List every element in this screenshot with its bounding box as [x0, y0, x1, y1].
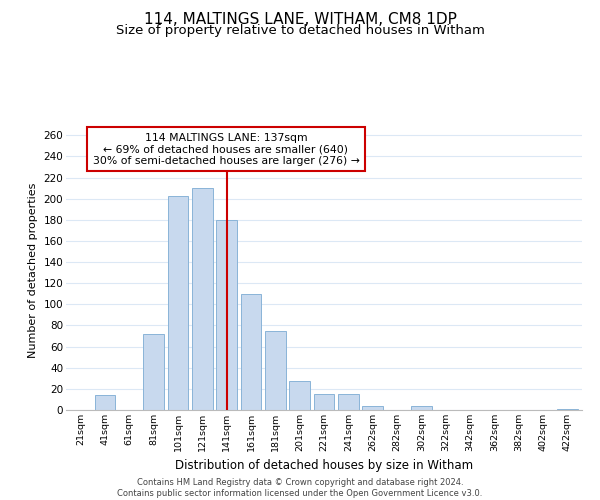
- Bar: [143, 334, 164, 410]
- Bar: [557, 409, 578, 410]
- Y-axis label: Number of detached properties: Number of detached properties: [28, 182, 38, 358]
- Bar: [289, 382, 310, 410]
- Bar: [95, 395, 115, 410]
- Text: 114, MALTINGS LANE, WITHAM, CM8 1DP: 114, MALTINGS LANE, WITHAM, CM8 1DP: [143, 12, 457, 28]
- Bar: [241, 294, 262, 410]
- X-axis label: Distribution of detached houses by size in Witham: Distribution of detached houses by size …: [175, 460, 473, 472]
- Text: Contains HM Land Registry data © Crown copyright and database right 2024.
Contai: Contains HM Land Registry data © Crown c…: [118, 478, 482, 498]
- Bar: [265, 331, 286, 410]
- Bar: [192, 188, 212, 410]
- Text: Size of property relative to detached houses in Witham: Size of property relative to detached ho…: [116, 24, 484, 37]
- Bar: [216, 220, 237, 410]
- Bar: [362, 406, 383, 410]
- Text: 114 MALTINGS LANE: 137sqm
← 69% of detached houses are smaller (640)
30% of semi: 114 MALTINGS LANE: 137sqm ← 69% of detac…: [92, 133, 359, 166]
- Bar: [314, 394, 334, 410]
- Bar: [167, 196, 188, 410]
- Bar: [338, 394, 359, 410]
- Bar: [411, 406, 432, 410]
